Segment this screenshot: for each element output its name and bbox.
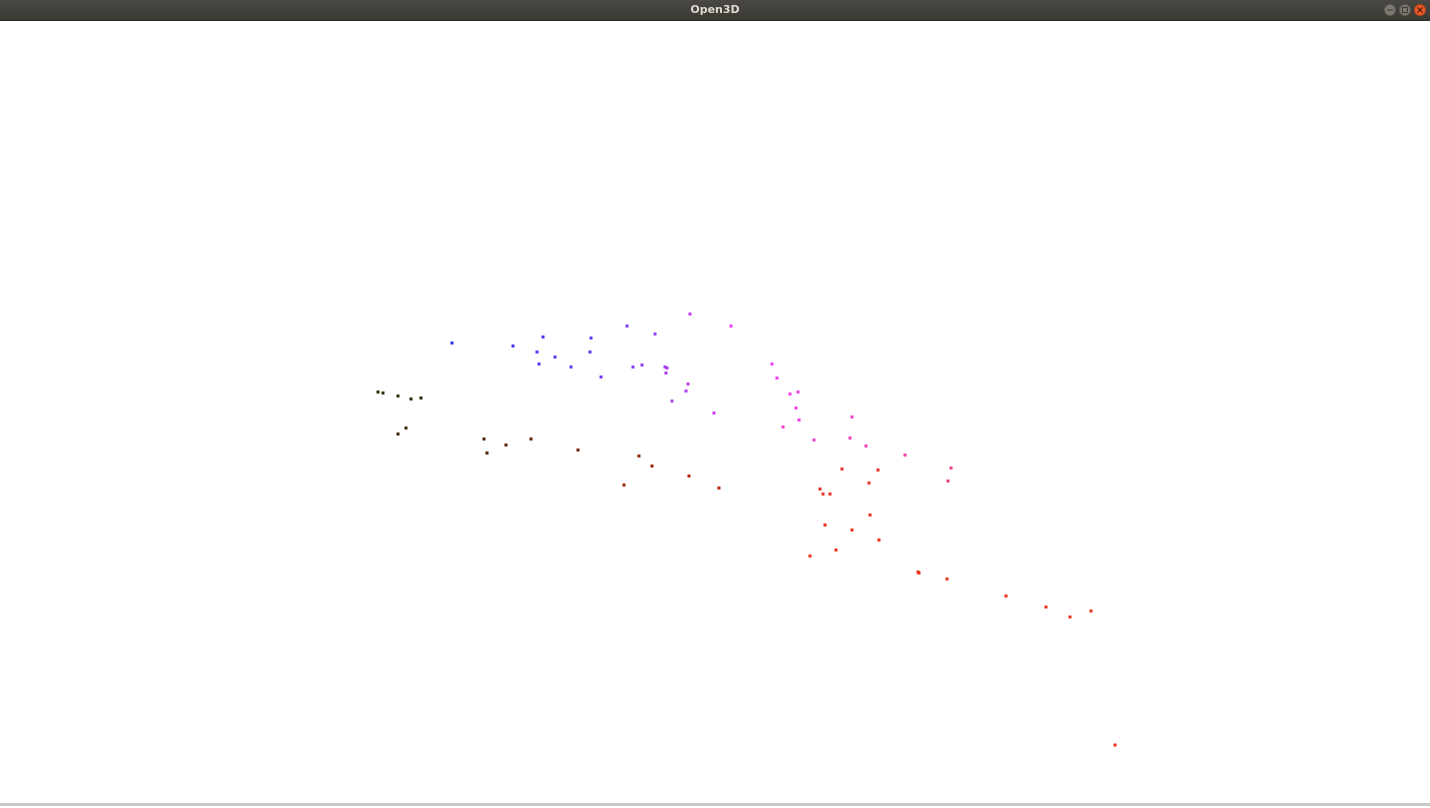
point-cloud [376,312,1117,747]
cloud-point [650,464,654,468]
cloud-point [818,487,822,491]
cloud-point [1044,605,1048,609]
cloud-point [1004,594,1008,598]
cloud-point [653,332,657,336]
cloud-point [808,554,812,558]
cloud-point [828,492,832,496]
maximize-button[interactable] [1399,4,1411,16]
cloud-point [553,355,557,359]
cloud-point [409,397,413,401]
cloud-point [781,425,785,429]
cloud-point [529,437,533,441]
cloud-point [637,454,641,458]
cloud-point [867,481,871,485]
cloud-point [840,467,844,471]
title-bar[interactable]: Open3D [0,0,1430,21]
cloud-point [576,448,580,452]
cloud-point [729,324,733,328]
cloud-point [599,375,603,379]
cloud-point [664,371,668,375]
cloud-point [684,389,688,393]
close-button[interactable] [1414,4,1426,16]
cloud-point [1113,743,1117,747]
cloud-point [504,443,508,447]
cloud-point [812,438,816,442]
cloud-point [404,426,408,430]
cloud-point [665,366,669,370]
cloud-point [511,344,515,348]
cloud-point [537,362,541,366]
cloud-point [482,437,486,441]
cloud-point [770,362,774,366]
cloud-point [788,392,792,396]
cloud-point [541,335,545,339]
cloud-point [834,548,838,552]
cloud-point [688,312,692,316]
cloud-point [823,523,827,527]
cloud-point [864,444,868,448]
cloud-point [535,350,539,354]
minimize-icon [1387,7,1393,13]
cloud-point [850,415,854,419]
cloud-point [687,474,691,478]
close-icon [1417,7,1423,13]
cloud-point [381,391,385,395]
minimize-button[interactable] [1384,4,1396,16]
cloud-point [945,577,949,581]
cloud-point [450,341,454,345]
cloud-point [625,324,629,328]
cloud-point [376,390,380,394]
cloud-point [1068,615,1072,619]
cloud-point [589,336,593,340]
cloud-point [917,571,921,575]
3d-viewport[interactable] [0,21,1430,803]
cloud-point [876,468,880,472]
cloud-point [569,365,573,369]
cloud-point [903,453,907,457]
cloud-point [868,513,872,517]
cloud-point [670,399,674,403]
cloud-point [631,365,635,369]
cloud-point [712,411,716,415]
cloud-point [396,432,400,436]
cloud-point [686,382,690,386]
window-title: Open3D [690,3,740,16]
cloud-point [1089,609,1093,613]
cloud-point [796,390,800,394]
cloud-point [775,376,779,380]
cloud-point [622,483,626,487]
maximize-icon [1402,7,1408,13]
window-bottom-border [0,803,1430,806]
cloud-point [663,365,667,369]
cloud-point [797,418,801,422]
cloud-point [419,396,423,400]
cloud-point [640,363,644,367]
cloud-point [485,451,489,455]
cloud-point [877,538,881,542]
cloud-point [794,406,798,410]
cloud-point [717,486,721,490]
cloud-point [850,528,854,532]
cloud-point [949,466,953,470]
cloud-point [396,394,400,398]
cloud-point [588,350,592,354]
cloud-point [946,479,950,483]
cloud-point [848,436,852,440]
cloud-point [821,492,825,496]
